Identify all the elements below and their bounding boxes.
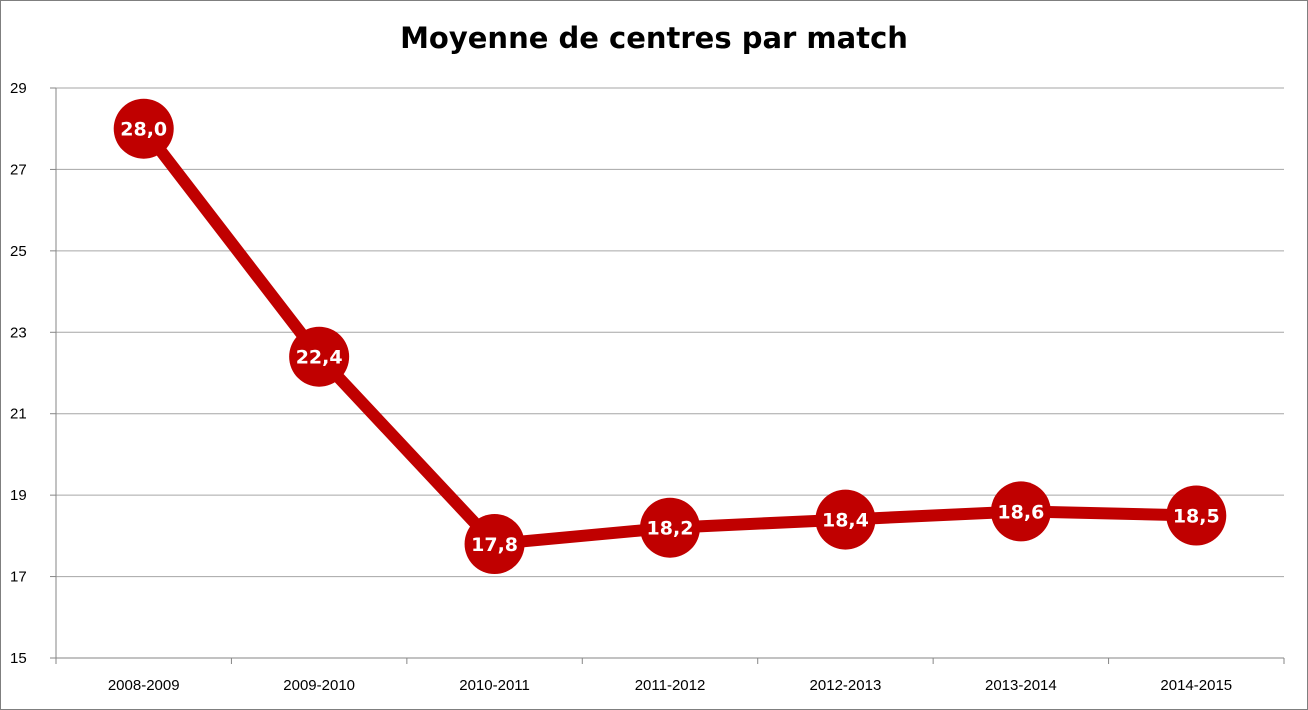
data-point — [289, 326, 350, 387]
data-point — [815, 489, 876, 550]
y-tick-label: 25 — [10, 243, 27, 260]
y-tick-label: 29 — [10, 80, 27, 97]
data-label: 28,0 — [120, 119, 167, 141]
y-tick-label: 21 — [10, 406, 27, 423]
x-tick-label: 2008-2009 — [108, 677, 180, 694]
gridlines — [56, 87, 1284, 578]
data-label: 22,4 — [296, 347, 343, 369]
axes: 15 17 19 21 23 25 27 29 2008-2009 2009-2010 2010-2… — [10, 80, 1285, 694]
data-label: 18,5 — [1173, 506, 1220, 528]
y-tick-label: 17 — [10, 569, 27, 586]
data-point — [640, 497, 700, 558]
x-tick-label: 2012-2013 — [810, 677, 882, 694]
data-point — [464, 514, 525, 574]
x-tick-label: 2010-2011 — [459, 677, 530, 694]
x-tick-label: 2009-2010 — [283, 677, 355, 694]
y-tick-label: 23 — [10, 324, 27, 341]
data-point — [113, 98, 174, 159]
data-label: 17,8 — [471, 534, 518, 556]
series-layer: 28,0 22,4 17,8 18,2 18,4 18,6 18,5 — [113, 98, 1227, 574]
chart-title: Moyenne de centres par match — [400, 21, 908, 55]
y-tick-label: 27 — [10, 161, 27, 178]
data-label: 18,4 — [822, 510, 869, 532]
x-tick-label: 2013-2014 — [985, 677, 1057, 694]
y-tick-label: 19 — [10, 487, 27, 504]
data-point — [1166, 485, 1227, 546]
y-tick-label: 15 — [10, 650, 27, 667]
x-tick-label: 2011-2012 — [635, 677, 706, 694]
data-label: 18,6 — [997, 501, 1044, 523]
x-tick-label: 2014-2015 — [1160, 677, 1232, 694]
data-point — [990, 481, 1051, 542]
data-label: 18,2 — [647, 518, 694, 540]
